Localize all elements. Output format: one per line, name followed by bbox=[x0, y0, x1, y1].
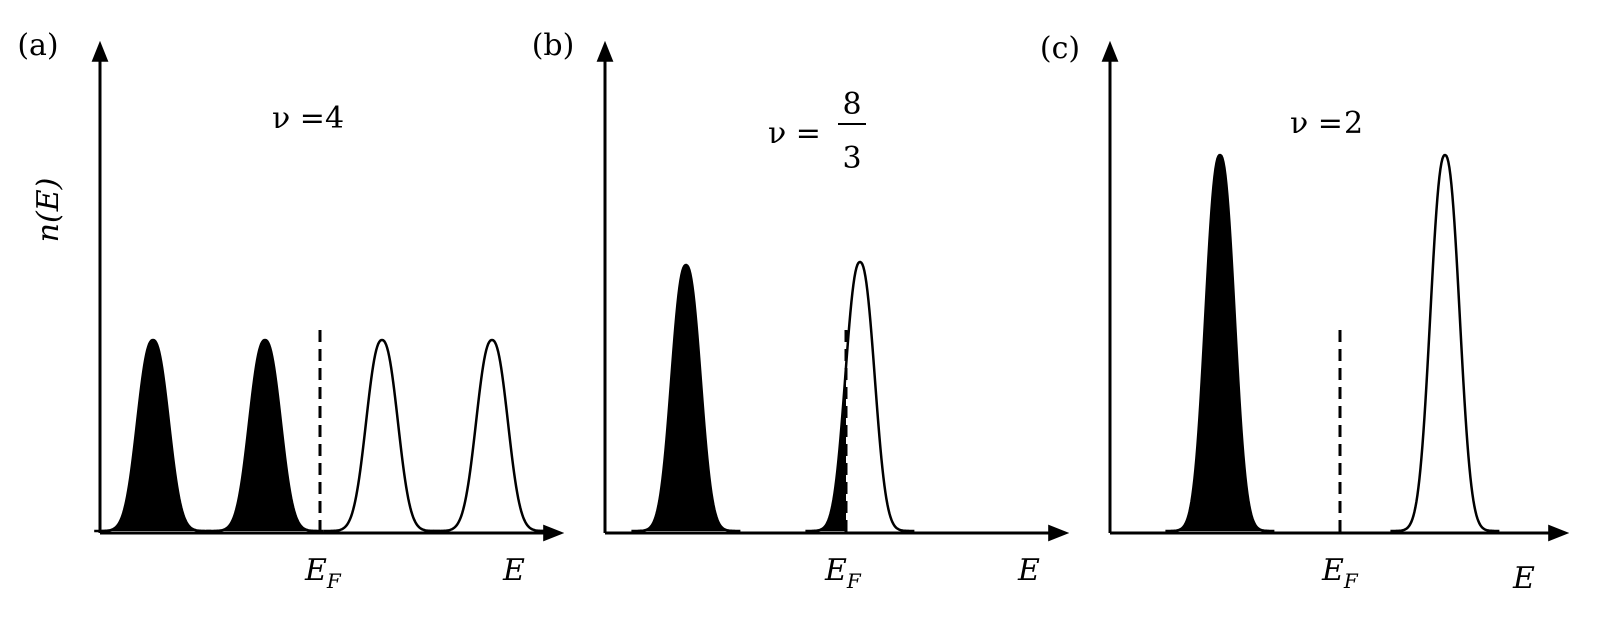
filling-lhs: ν = bbox=[272, 101, 325, 136]
x-axis-label: E bbox=[1512, 561, 1535, 596]
x-axis-label: E bbox=[502, 553, 525, 588]
filling-lhs: ν = bbox=[1290, 106, 1343, 141]
peak bbox=[805, 260, 915, 533]
filling-lhs: ν = bbox=[768, 116, 821, 151]
y-axis-label: n(E) bbox=[31, 178, 66, 243]
peak bbox=[323, 338, 441, 533]
panel-label: (c) bbox=[1040, 31, 1080, 66]
filling-value: 4 bbox=[325, 101, 344, 136]
peak bbox=[805, 366, 846, 531]
fermi-symbol: E bbox=[304, 553, 327, 588]
fermi-subscript: F bbox=[326, 569, 342, 593]
fermi-label: EF bbox=[824, 553, 862, 593]
panel-label: (b) bbox=[532, 28, 575, 63]
peak bbox=[1165, 153, 1275, 533]
fermi-symbol: E bbox=[824, 553, 847, 588]
fermi-symbol: E bbox=[1321, 553, 1344, 588]
x-axis-label: E bbox=[1017, 553, 1040, 588]
peak bbox=[433, 338, 551, 533]
fermi-subscript: F bbox=[1343, 569, 1359, 593]
peaks bbox=[94, 153, 1500, 533]
peak bbox=[631, 263, 741, 533]
peak bbox=[206, 338, 324, 533]
fermi-label: EF bbox=[304, 553, 342, 593]
fermi-label: EF bbox=[1321, 553, 1359, 593]
fermi-subscript: F bbox=[846, 569, 862, 593]
peak bbox=[94, 338, 212, 533]
panel-label: (a) bbox=[17, 28, 58, 63]
filling-numerator: 8 bbox=[842, 87, 861, 122]
filling-value: 2 bbox=[1344, 106, 1363, 141]
filling-denominator: 3 bbox=[842, 141, 861, 176]
peak bbox=[1390, 153, 1500, 533]
